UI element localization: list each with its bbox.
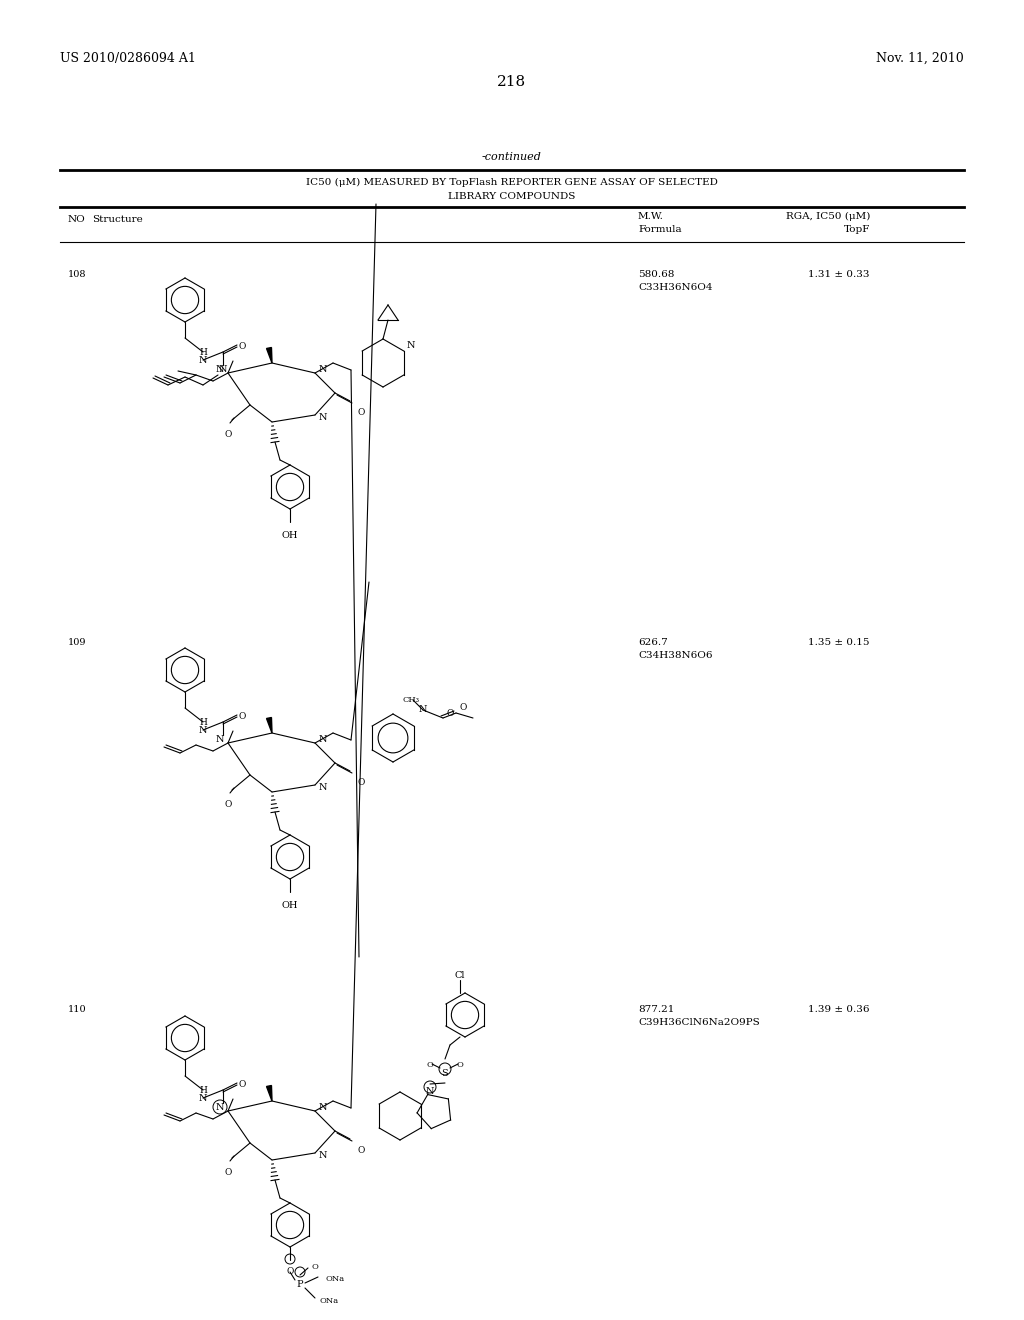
Text: N: N — [219, 366, 227, 375]
Text: N: N — [318, 734, 328, 743]
Text: N: N — [216, 734, 224, 743]
Text: US 2010/0286094 A1: US 2010/0286094 A1 — [60, 51, 196, 65]
Text: C34H38N6O6: C34H38N6O6 — [638, 651, 713, 660]
Text: Nov. 11, 2010: Nov. 11, 2010 — [877, 51, 964, 65]
Text: TopF: TopF — [844, 224, 870, 234]
Polygon shape — [266, 718, 272, 733]
Text: O: O — [446, 709, 454, 718]
Text: O: O — [224, 800, 231, 809]
Text: IC50 (μM) MEASURED BY TopFlash REPORTER GENE ASSAY OF SELECTED: IC50 (μM) MEASURED BY TopFlash REPORTER … — [306, 178, 718, 187]
Text: 109: 109 — [68, 638, 86, 647]
Text: H: H — [199, 1086, 207, 1096]
Text: OH: OH — [282, 902, 298, 909]
Text: N: N — [407, 341, 416, 350]
Text: Structure: Structure — [92, 215, 142, 224]
Text: O: O — [460, 704, 467, 713]
Text: NO: NO — [68, 215, 86, 224]
Text: 877.21: 877.21 — [638, 1005, 675, 1014]
Text: N: N — [199, 356, 207, 366]
Text: M.W.: M.W. — [638, 213, 664, 220]
Text: O: O — [287, 1267, 294, 1276]
Text: 1.39 ± 0.36: 1.39 ± 0.36 — [809, 1005, 870, 1014]
Text: O: O — [457, 1061, 464, 1069]
Text: H: H — [199, 348, 207, 356]
Text: LIBRARY COMPOUNDS: LIBRARY COMPOUNDS — [449, 191, 575, 201]
Text: 580.68: 580.68 — [638, 271, 675, 279]
Text: -continued: -continued — [482, 152, 542, 162]
Text: N: N — [318, 364, 328, 374]
Text: RGA, IC50 (μM): RGA, IC50 (μM) — [785, 213, 870, 222]
Text: 1.31 ± 0.33: 1.31 ± 0.33 — [809, 271, 870, 279]
Text: O: O — [357, 408, 365, 417]
Text: CH₃: CH₃ — [402, 696, 420, 704]
Text: Formula: Formula — [638, 224, 682, 234]
Text: Cl: Cl — [455, 972, 465, 979]
Text: N: N — [318, 413, 328, 422]
Polygon shape — [266, 347, 272, 363]
Text: N: N — [318, 784, 328, 792]
Text: N: N — [419, 705, 427, 714]
Text: S: S — [441, 1068, 449, 1077]
Text: O: O — [224, 430, 231, 440]
Text: C39H36ClN6Na2O9PS: C39H36ClN6Na2O9PS — [638, 1018, 760, 1027]
Text: N: N — [199, 1094, 207, 1104]
Text: N: N — [318, 1102, 328, 1111]
Polygon shape — [266, 1085, 272, 1101]
Text: 218: 218 — [498, 75, 526, 88]
Text: O: O — [239, 711, 246, 721]
Text: H: H — [199, 718, 207, 727]
Text: O: O — [357, 777, 365, 787]
Text: O: O — [427, 1061, 433, 1069]
Text: 108: 108 — [68, 271, 86, 279]
Text: 110: 110 — [68, 1005, 87, 1014]
Text: N: N — [199, 726, 207, 735]
Text: ONa: ONa — [319, 1298, 339, 1305]
Text: C33H36N6O4: C33H36N6O4 — [638, 282, 713, 292]
Text: ONa: ONa — [326, 1275, 345, 1283]
Text: P: P — [297, 1280, 303, 1290]
Text: OH: OH — [282, 531, 298, 540]
Text: N: N — [426, 1086, 434, 1096]
Text: O: O — [239, 342, 246, 351]
Text: N: N — [318, 1151, 328, 1160]
Text: N: N — [216, 1102, 224, 1111]
Text: N: N — [216, 364, 224, 374]
Text: O: O — [224, 1168, 231, 1177]
Text: O: O — [357, 1146, 365, 1155]
Text: 626.7: 626.7 — [638, 638, 668, 647]
Text: O: O — [312, 1263, 318, 1271]
Text: O: O — [239, 1080, 246, 1089]
Text: 1.35 ± 0.15: 1.35 ± 0.15 — [809, 638, 870, 647]
